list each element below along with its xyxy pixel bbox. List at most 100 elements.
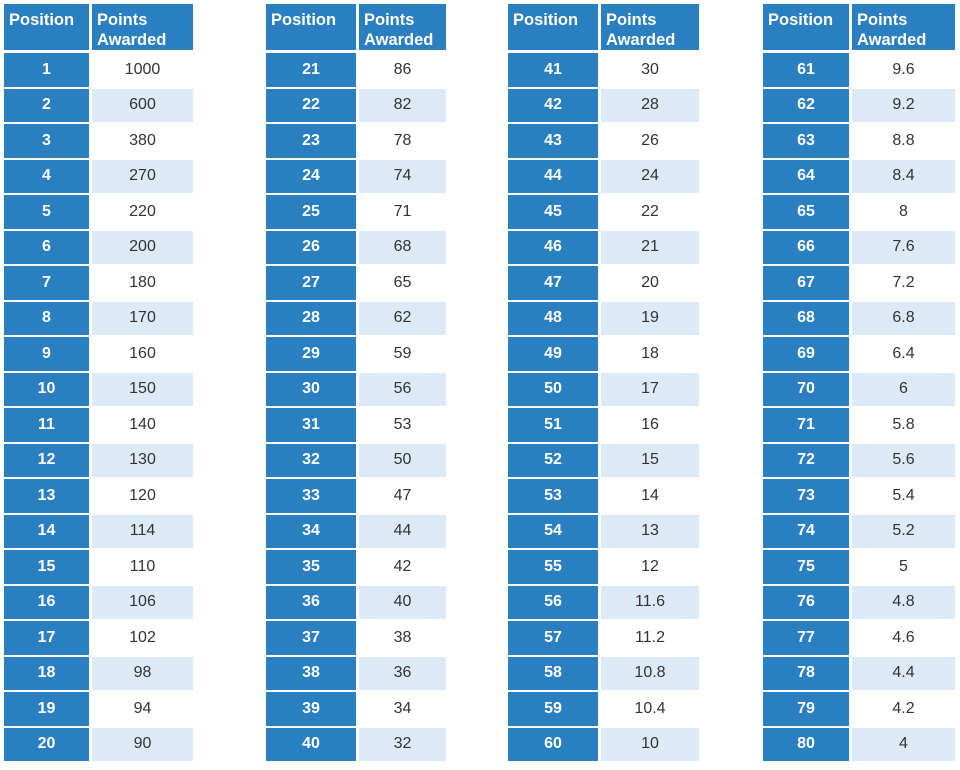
table-row: 51 16 bbox=[508, 408, 699, 444]
table-row: 14 114 bbox=[4, 514, 193, 550]
table-row: 53 14 bbox=[508, 479, 699, 515]
table-row: 32 50 bbox=[266, 443, 446, 479]
position-cell: 58 bbox=[508, 656, 601, 692]
table-row: 50 17 bbox=[508, 372, 699, 408]
points-cell: 11.2 bbox=[601, 621, 699, 657]
table-row: 12 130 bbox=[4, 443, 193, 479]
position-cell: 41 bbox=[508, 53, 601, 89]
points-cell: 90 bbox=[92, 727, 193, 763]
points-cell: 62 bbox=[359, 301, 446, 337]
position-column-header: Position bbox=[4, 4, 92, 53]
table-row: 4 270 bbox=[4, 159, 193, 195]
table-body: 1 1000 2 600 3 380 4 270 5 220 6 200 7 180 8 170 9 160 10 1… bbox=[4, 53, 193, 763]
points-header-line1: Points bbox=[364, 11, 415, 29]
points-cell: 4.6 bbox=[852, 621, 955, 657]
position-cell: 69 bbox=[763, 337, 852, 373]
points-cell: 7.2 bbox=[852, 266, 955, 302]
points-table-3: Position Points Awarded 41 30 42 28 43 26 44 24 4… bbox=[508, 4, 699, 763]
points-header-line1: Points bbox=[606, 11, 657, 29]
table-row: 45 22 bbox=[508, 195, 699, 231]
points-column-header: Points Awarded bbox=[852, 4, 955, 53]
points-cell: 16 bbox=[601, 408, 699, 444]
points-cell: 10.8 bbox=[601, 656, 699, 692]
position-cell: 48 bbox=[508, 301, 601, 337]
points-cell: 7.6 bbox=[852, 230, 955, 266]
table-row: 40 32 bbox=[266, 727, 446, 763]
points-cell: 270 bbox=[92, 159, 193, 195]
points-cell: 150 bbox=[92, 372, 193, 408]
position-cell: 50 bbox=[508, 372, 601, 408]
table-row: 5 220 bbox=[4, 195, 193, 231]
table-row: 26 68 bbox=[266, 230, 446, 266]
position-column-header: Position bbox=[763, 4, 852, 53]
position-cell: 17 bbox=[4, 621, 92, 657]
points-cell: 15 bbox=[601, 443, 699, 479]
position-cell: 47 bbox=[508, 266, 601, 302]
table-row: 21 86 bbox=[266, 53, 446, 89]
table-row: 68 6.8 bbox=[763, 301, 955, 337]
position-cell: 2 bbox=[4, 88, 92, 124]
points-cell: 9.6 bbox=[852, 53, 955, 89]
position-cell: 76 bbox=[763, 585, 852, 621]
points-cell: 200 bbox=[92, 230, 193, 266]
position-cell: 40 bbox=[266, 727, 359, 763]
position-cell: 62 bbox=[763, 88, 852, 124]
table-row: 79 4.2 bbox=[763, 692, 955, 728]
position-cell: 8 bbox=[4, 301, 92, 337]
points-header-line2: Awarded bbox=[857, 31, 927, 49]
points-cell: 19 bbox=[601, 301, 699, 337]
table-row: 38 36 bbox=[266, 656, 446, 692]
points-table-2: Position Points Awarded 21 86 22 82 23 78 24 74 2… bbox=[266, 4, 446, 763]
table-row: 1 1000 bbox=[4, 53, 193, 89]
table-row: 78 4.4 bbox=[763, 656, 955, 692]
points-cell: 12 bbox=[601, 550, 699, 586]
table-row: 18 98 bbox=[4, 656, 193, 692]
points-cell: 4.4 bbox=[852, 656, 955, 692]
position-cell: 67 bbox=[763, 266, 852, 302]
position-cell: 60 bbox=[508, 727, 601, 763]
table-row: 69 6.4 bbox=[763, 337, 955, 373]
points-cell: 30 bbox=[601, 53, 699, 89]
points-cell: 78 bbox=[359, 124, 446, 160]
table-row: 60 10 bbox=[508, 727, 699, 763]
points-cell: 5.6 bbox=[852, 443, 955, 479]
table-row: 54 13 bbox=[508, 514, 699, 550]
table-row: 55 12 bbox=[508, 550, 699, 586]
points-cell: 114 bbox=[92, 514, 193, 550]
table-row: 15 110 bbox=[4, 550, 193, 586]
table-row: 34 44 bbox=[266, 514, 446, 550]
table-row: 63 8.8 bbox=[763, 124, 955, 160]
table-row: 22 82 bbox=[266, 88, 446, 124]
table-header-row: Position Points Awarded bbox=[4, 4, 193, 53]
points-cell: 24 bbox=[601, 159, 699, 195]
position-cell: 56 bbox=[508, 585, 601, 621]
table-row: 61 9.6 bbox=[763, 53, 955, 89]
points-cell: 6.4 bbox=[852, 337, 955, 373]
position-cell: 38 bbox=[266, 656, 359, 692]
position-cell: 35 bbox=[266, 550, 359, 586]
table-row: 23 78 bbox=[266, 124, 446, 160]
points-table-1: Position Points Awarded 1 1000 2 600 3 380 4 270… bbox=[4, 4, 193, 763]
points-cell: 59 bbox=[359, 337, 446, 373]
position-cell: 3 bbox=[4, 124, 92, 160]
points-cell: 22 bbox=[601, 195, 699, 231]
points-cell: 47 bbox=[359, 479, 446, 515]
table-row: 6 200 bbox=[4, 230, 193, 266]
position-cell: 79 bbox=[763, 692, 852, 728]
position-cell: 70 bbox=[763, 372, 852, 408]
points-cell: 40 bbox=[359, 585, 446, 621]
table-row: 66 7.6 bbox=[763, 230, 955, 266]
table-row: 11 140 bbox=[4, 408, 193, 444]
table-body: 21 86 22 82 23 78 24 74 25 71 26 68 27 65 28 62 29 59 30 56… bbox=[266, 53, 446, 763]
table-row: 74 5.2 bbox=[763, 514, 955, 550]
position-cell: 11 bbox=[4, 408, 92, 444]
table-row: 9 160 bbox=[4, 337, 193, 373]
points-cell: 4.8 bbox=[852, 585, 955, 621]
position-cell: 31 bbox=[266, 408, 359, 444]
position-cell: 25 bbox=[266, 195, 359, 231]
position-cell: 14 bbox=[4, 514, 92, 550]
position-cell: 13 bbox=[4, 479, 92, 515]
position-cell: 7 bbox=[4, 266, 92, 302]
points-cell: 5.2 bbox=[852, 514, 955, 550]
points-cell: 140 bbox=[92, 408, 193, 444]
